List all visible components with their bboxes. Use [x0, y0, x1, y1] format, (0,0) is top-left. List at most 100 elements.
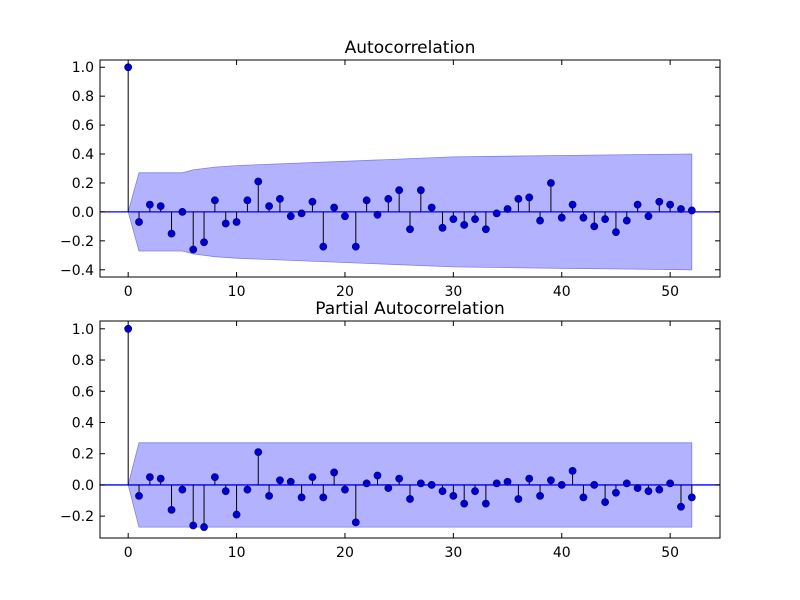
marker-lag-51 [677, 502, 685, 511]
marker-lag-38 [536, 216, 544, 225]
y-tick-label: 0.2 [72, 176, 94, 192]
marker-lag-18 [319, 242, 328, 251]
marker-lag-14 [276, 194, 284, 203]
marker-lag-47 [633, 484, 642, 492]
marker-lag-41 [568, 466, 577, 475]
marker-lag-8 [210, 196, 219, 205]
x-tick-label: 50 [661, 545, 679, 561]
marker-lag-37 [525, 193, 534, 202]
x-tick-label: 10 [228, 284, 246, 300]
marker-lag-2 [145, 200, 154, 209]
chart-title: Autocorrelation [345, 38, 476, 58]
marker-lag-19 [330, 203, 339, 212]
partial-autocorrelation-panel: Partial Autocorrelation 0 10 20 30 40 50 −0.2 0… [60, 299, 721, 561]
marker-lag-1 [135, 491, 143, 500]
marker-lag-46 [622, 216, 631, 225]
marker-lag-44 [601, 498, 610, 506]
marker-lag-47 [633, 200, 642, 209]
marker-lag-27 [416, 186, 425, 195]
x-tick-label: 50 [661, 284, 679, 300]
marker-lag-16 [297, 493, 306, 502]
marker-lag-6 [189, 245, 198, 254]
marker-lag-7 [200, 238, 208, 247]
marker-lag-39 [547, 179, 555, 187]
y-tick-label: 0.6 [72, 118, 94, 134]
marker-lag-41 [568, 200, 577, 209]
y-tick-label: 0.2 [72, 447, 94, 463]
y-tick-label: −0.4 [60, 263, 94, 279]
y-tick-label: 0.4 [72, 415, 94, 431]
marker-lag-3 [156, 474, 165, 483]
marker-lag-34 [492, 209, 501, 218]
marker-lag-48 [644, 212, 653, 221]
marker-lag-45 [612, 488, 620, 497]
marker-lag-39 [547, 476, 555, 485]
marker-lag-37 [525, 474, 534, 483]
marker-lag-33 [481, 225, 490, 234]
marker-lag-1 [135, 218, 143, 226]
marker-lag-5 [178, 485, 187, 494]
y-tick-label: 0.0 [72, 478, 94, 494]
marker-lag-38 [536, 491, 544, 500]
marker-lag-40 [557, 213, 566, 222]
marker-lag-45 [612, 228, 620, 237]
y-tick-label: 0.8 [72, 353, 94, 369]
marker-lag-23 [373, 471, 382, 480]
marker-lag-30 [449, 491, 458, 500]
marker-lag-0 [124, 324, 133, 333]
x-tick-label: 20 [336, 545, 354, 561]
marker-lag-24 [384, 194, 393, 203]
marker-lag-35 [503, 205, 512, 213]
marker-lag-31 [460, 221, 469, 229]
marker-lag-43 [590, 222, 599, 231]
marker-lag-8 [210, 473, 219, 482]
marker-lag-3 [156, 202, 165, 211]
marker-lag-23 [373, 210, 382, 219]
marker-lag-13 [265, 202, 273, 211]
marker-lag-12 [254, 177, 263, 186]
marker-lag-32 [471, 487, 479, 496]
y-tick-label: −0.2 [60, 509, 94, 525]
y-tick-label: 0.8 [72, 89, 94, 105]
marker-lag-2 [145, 473, 154, 482]
x-tick-label: 20 [336, 284, 354, 300]
marker-lag-21 [351, 518, 360, 527]
marker-lag-15 [286, 477, 295, 486]
marker-lag-28 [427, 203, 436, 212]
x-tick-label: 30 [444, 545, 462, 561]
marker-lag-10 [232, 510, 241, 519]
marker-lag-49 [655, 197, 664, 206]
x-tick-label: 10 [228, 545, 246, 561]
x-tick-label: 0 [124, 545, 133, 561]
marker-lag-27 [416, 479, 425, 488]
marker-lag-4 [167, 505, 176, 514]
marker-lag-30 [449, 215, 458, 224]
marker-lag-51 [677, 205, 685, 213]
marker-lag-17 [308, 473, 317, 482]
marker-lag-50 [666, 479, 675, 488]
marker-lag-26 [406, 495, 414, 503]
y-tick-label: 0.4 [72, 147, 94, 163]
marker-lag-20 [341, 212, 349, 221]
marker-lag-22 [362, 479, 371, 488]
marker-lag-24 [384, 484, 393, 492]
marker-lag-4 [167, 229, 176, 238]
marker-lag-21 [351, 242, 360, 251]
x-tick-label: 30 [444, 284, 462, 300]
marker-lag-9 [221, 487, 230, 496]
marker-lag-29 [438, 223, 447, 232]
marker-lag-12 [254, 448, 263, 457]
marker-lag-50 [666, 200, 675, 209]
marker-lag-44 [601, 215, 610, 224]
y-tick-label: 1.0 [72, 322, 94, 338]
y-tick-label: −0.2 [60, 234, 94, 250]
marker-lag-46 [622, 479, 631, 488]
marker-lag-31 [460, 499, 469, 508]
marker-lag-29 [438, 487, 447, 496]
x-tick-label: 40 [553, 545, 571, 561]
marker-lag-22 [362, 196, 371, 205]
marker-lag-10 [232, 218, 241, 226]
y-tick-label: 1.0 [72, 60, 94, 76]
marker-lag-5 [178, 207, 187, 216]
